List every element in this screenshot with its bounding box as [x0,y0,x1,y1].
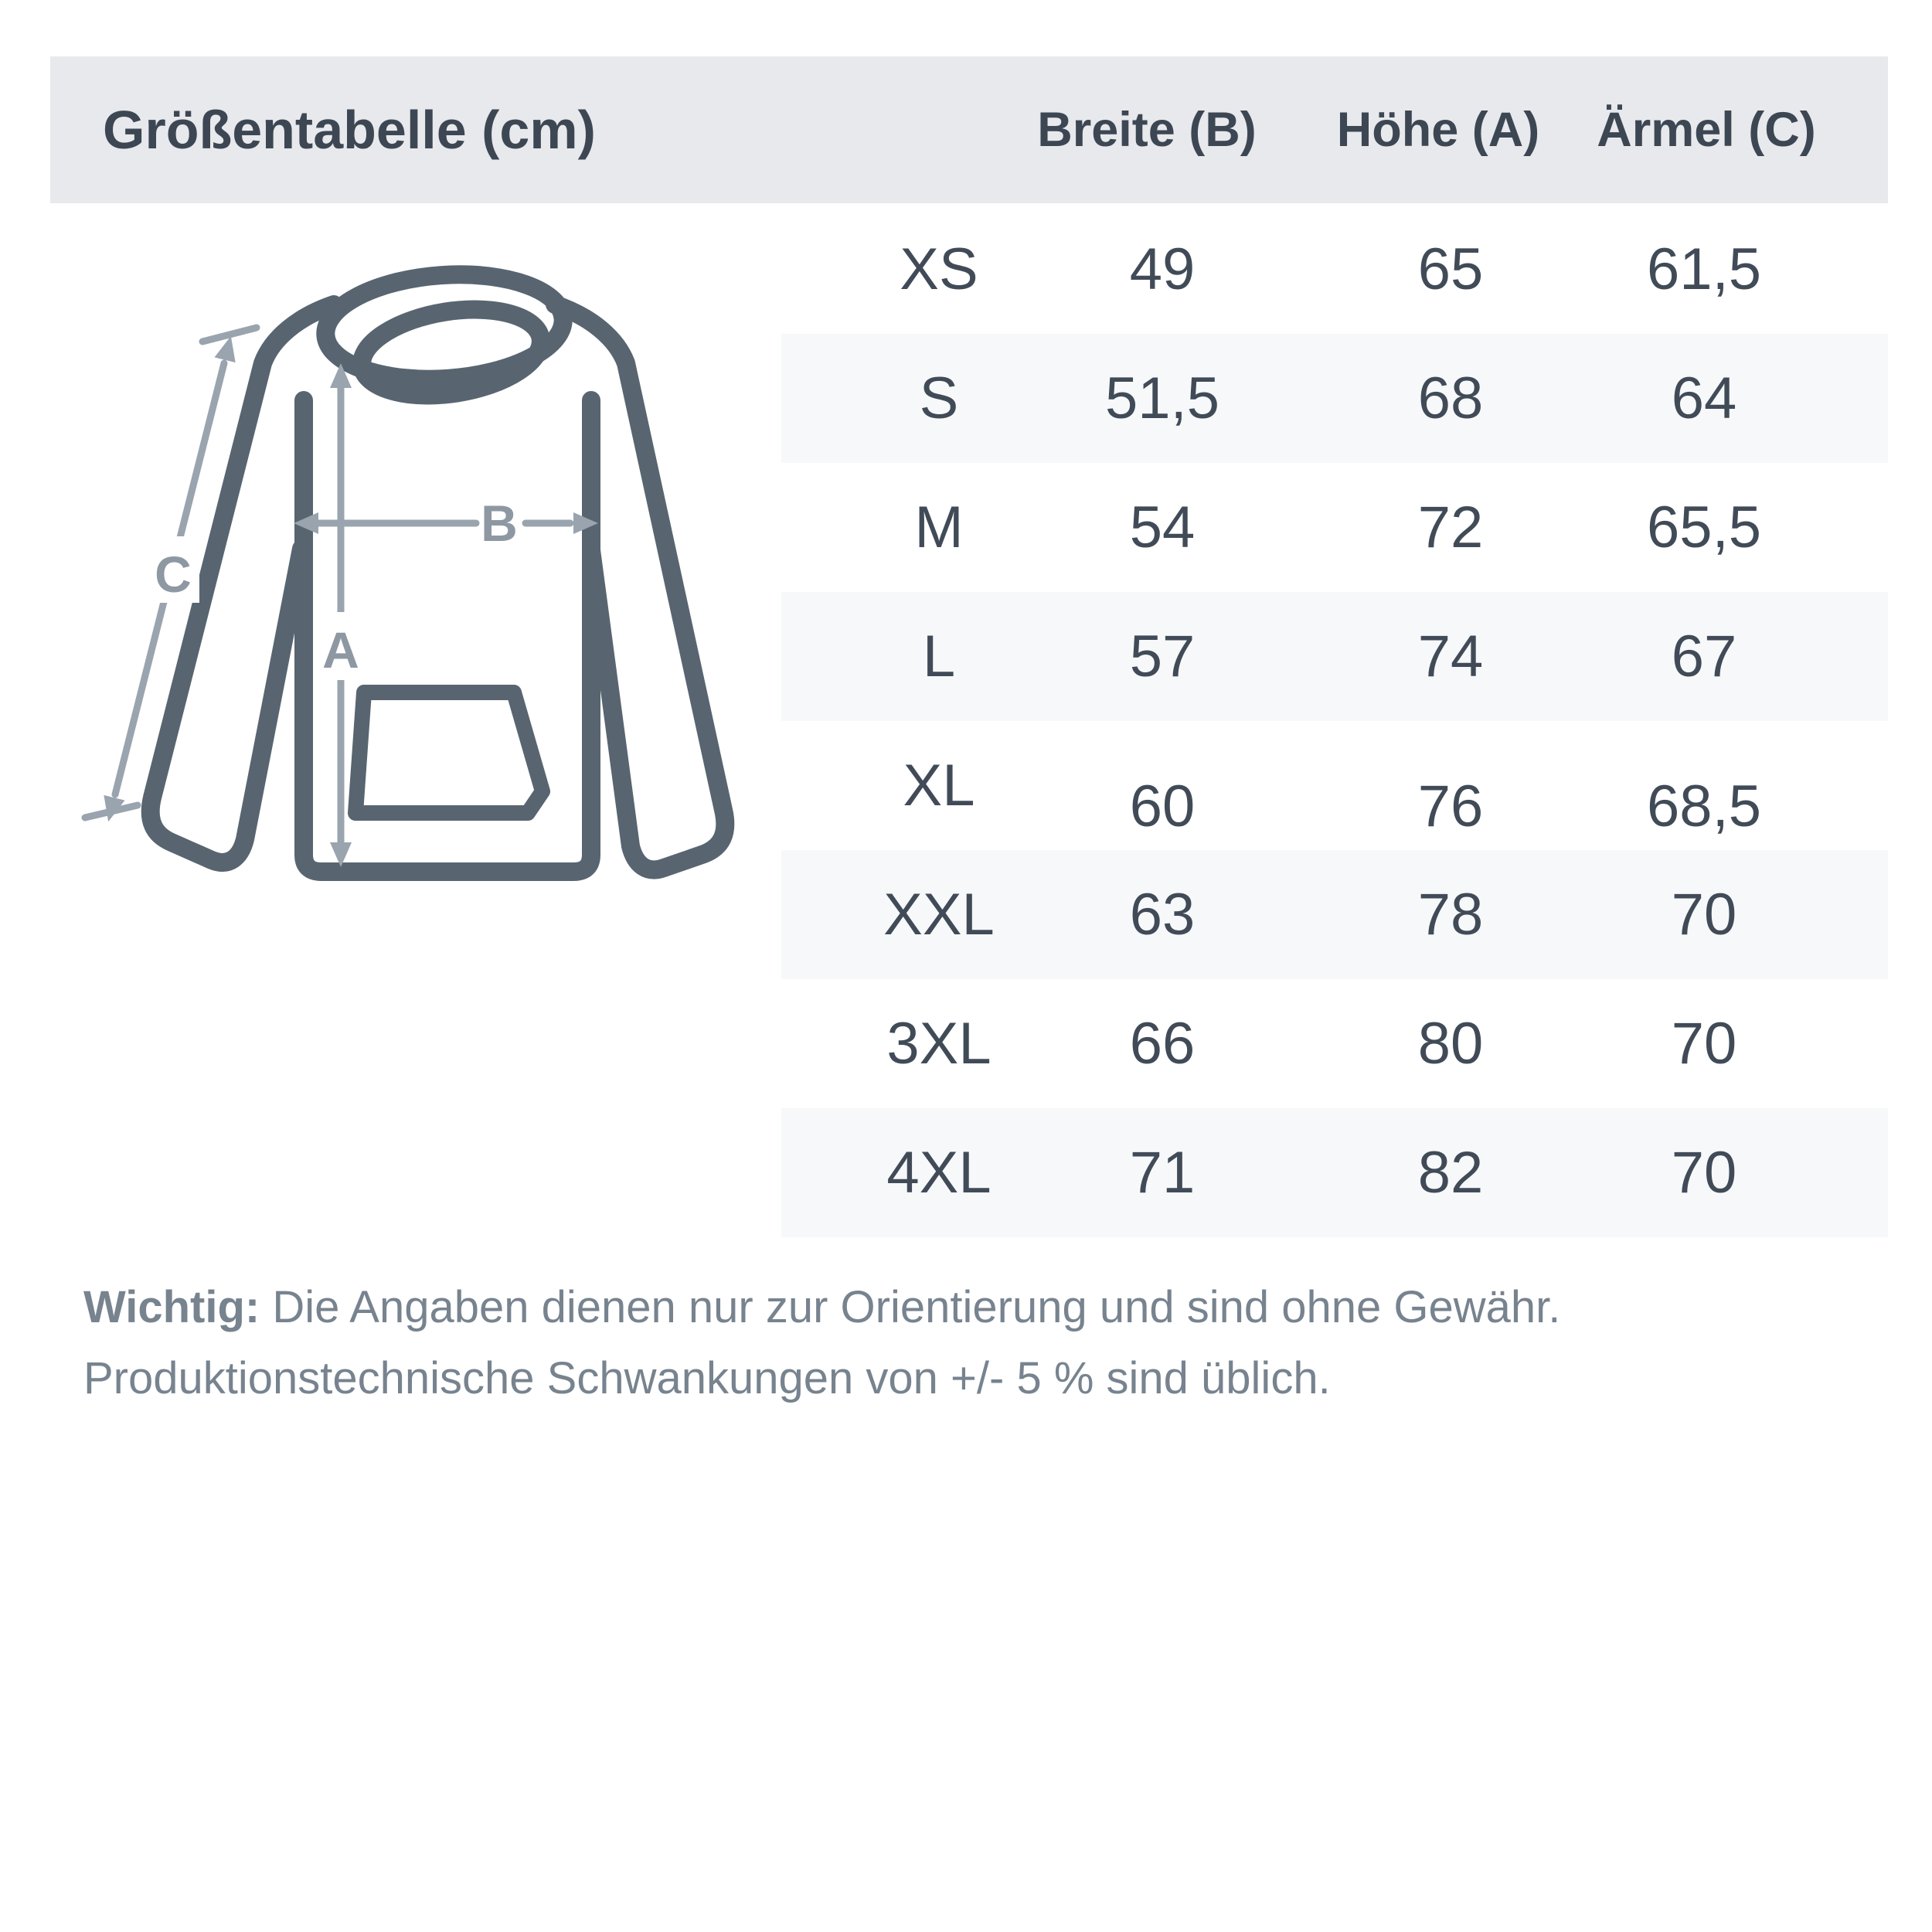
breite-value: 60 [1129,774,1196,839]
hoodie-body-outline [294,391,600,881]
table-row-3xl: 3XL 66 80 70 [0,979,1932,1108]
row-stripe [781,1108,1888,1237]
aermel-value: 70 [1671,1011,1737,1077]
dimension-label-b: B [481,495,518,552]
column-header-aermel: Ärmel (C) [1597,103,1816,157]
hood-outer-ring [316,265,573,389]
table-row-4xl: 4XL 71 82 70 [0,1108,1932,1237]
column-header-breite: Breite (B) [1037,103,1257,157]
aermel-value: 65,5 [1647,495,1761,560]
aermel-value: 68,5 [1647,774,1761,839]
size-label: 4XL [886,1140,992,1206]
hoodie-pocket [348,685,550,821]
hood-inner-ring [352,300,550,405]
disclaimer-prefix: Wichtig: [83,1282,260,1332]
hoehe-value: 76 [1417,774,1484,839]
hoehe-value: 74 [1417,624,1484,689]
dimension-label-c: C [155,546,192,603]
breite-value: 66 [1129,1011,1196,1077]
arrowhead [214,335,236,363]
breite-value: 57 [1129,624,1196,689]
table-row-xs: XS 49 65 61,5 [0,205,1932,334]
breite-value: 63 [1129,882,1196,947]
arrowhead [330,363,352,388]
aermel-value: 61,5 [1647,236,1761,302]
dimension-label-a: A [322,621,359,679]
arrowhead [104,794,125,822]
disclaimer-text-1: Die Angaben dienen nur zur Orientierung … [272,1282,1561,1332]
hoehe-value: 78 [1417,882,1484,947]
size-label: L [922,624,956,689]
size-label: S [919,366,959,431]
table-row-xxl: XXL 63 78 70 [0,850,1932,979]
label-background [315,612,366,680]
breite-value: 49 [1129,236,1196,302]
hoehe-value: 65 [1417,236,1484,302]
size-label: XXL [883,882,995,947]
row-stripe [781,334,1888,463]
row-stripe [781,592,1888,721]
disclaimer-line-2: Produktionstechnische Schwankungen von +… [83,1353,1331,1403]
breite-value: 51,5 [1105,366,1219,431]
size-label: 3XL [886,1011,992,1077]
table-row-l: L 57 74 67 [0,592,1932,721]
size-label: XS [900,236,978,302]
size-label: XL [903,753,975,818]
hoodie-right-sleeve [546,295,735,879]
hoehe-value: 80 [1417,1011,1484,1077]
hoehe-value: 68 [1417,366,1484,431]
arrowhead [573,512,598,534]
hoehe-value: 82 [1417,1140,1484,1206]
hoodie-measurement-diagram: C A B [81,265,735,881]
arrowhead [330,842,352,867]
aermel-value: 64 [1671,366,1737,431]
table-row-m: M 54 72 65,5 [0,463,1932,592]
table-row-xl: XL 60 76 68,5 [0,721,1932,850]
disclaimer-line-1: Wichtig: Die Angaben dienen nur zur Orie… [83,1272,1861,1343]
aermel-value: 70 [1671,1140,1737,1206]
table-row-s: S 51,5 68 64 [0,334,1932,463]
size-label: M [914,495,964,560]
breite-value: 54 [1129,495,1196,560]
aermel-value: 70 [1671,882,1737,947]
arrowhead [294,512,318,534]
breite-value: 71 [1129,1140,1196,1206]
row-stripe [781,850,1888,979]
table-header-band: Größentabelle (cm) Breite (B) Höhe (A) Ä… [50,56,1888,203]
column-header-hoehe: Höhe (A) [1336,103,1540,157]
hoehe-value: 72 [1417,495,1484,560]
page-title: Größentabelle (cm) [103,100,596,160]
label-background [147,536,199,603]
aermel-value: 67 [1671,624,1737,689]
disclaimer-note: Wichtig: Die Angaben dienen nur zur Orie… [83,1272,1861,1414]
hoodie-left-sleeve [141,295,343,872]
dimension-c-tick-top [199,324,260,345]
